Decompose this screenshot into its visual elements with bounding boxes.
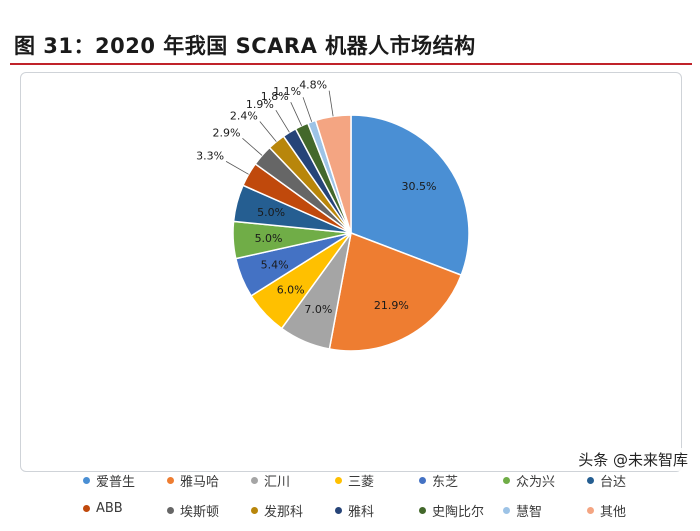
- legend-label: 爱普生: [96, 475, 136, 490]
- slice-data-label: 4.8%: [299, 79, 327, 92]
- legend-swatch: [251, 477, 258, 484]
- legend-item: 三菱: [335, 471, 374, 490]
- legend-label: 三菱: [348, 475, 375, 490]
- legend-item: 慧智: [503, 501, 542, 520]
- slice-data-label: 5.4%: [261, 258, 289, 271]
- legend-label: 汇川: [264, 475, 291, 490]
- legend-swatch: [251, 507, 258, 514]
- legend-swatch: [167, 477, 174, 484]
- legend-item: 其他: [587, 501, 626, 520]
- legend-label: 其他: [600, 505, 627, 520]
- slice-leader-line: [328, 90, 334, 117]
- slice-leader-line: [275, 109, 290, 133]
- legend-item: 埃斯顿: [167, 501, 219, 520]
- slice-leader-line: [290, 102, 303, 126]
- legend-item: 史陶比尔: [419, 501, 484, 520]
- legend-swatch: [335, 507, 342, 514]
- slice-data-label: 1.8%: [261, 90, 289, 103]
- legend-item: 发那科: [251, 501, 303, 520]
- slice-data-label: 21.9%: [374, 299, 409, 312]
- pie-slice: [328, 231, 463, 352]
- chart-title: 图 31：2020 年我国 SCARA 机器人市场结构: [14, 34, 476, 58]
- legend-swatch: [503, 477, 510, 484]
- legend-item: 雅马哈: [167, 471, 219, 490]
- legend-item: 爱普生: [83, 471, 135, 490]
- legend-swatch: [83, 505, 90, 512]
- pie-chart: 30.5% 21.9% 7.0% 6.0% 5.4% 5.0% 5.0% 3.3% 2.9% 2.…: [196, 79, 470, 352]
- slice-data-label: 5.0%: [255, 232, 283, 245]
- legend-label: 台达: [600, 475, 627, 490]
- legend-item: 汇川: [251, 471, 290, 490]
- slice-leader-line: [259, 121, 277, 142]
- chart-frame: 30.5% 21.9% 7.0% 6.0% 5.4% 5.0% 5.0% 3.3% 2.9% 2.…: [20, 72, 682, 520]
- chart-legend: 爱普生 雅马哈 汇川 三菱 东芝 众为兴 台达 ABB 埃斯顿 发那科 雅科 史陶比尔 慧智 其他: [83, 471, 683, 531]
- title-divider: [10, 63, 692, 65]
- slice-data-label: 3.3%: [196, 149, 224, 162]
- slice-data-label: 1.1%: [273, 85, 301, 98]
- legend-label: 雅马哈: [180, 475, 220, 490]
- legend-swatch: [419, 507, 426, 514]
- slice-data-label: 1.9%: [246, 98, 274, 111]
- slice-data-label: 30.5%: [402, 180, 437, 193]
- legend-label: 慧智: [516, 505, 543, 520]
- slice-data-label: 2.9%: [213, 126, 241, 139]
- legend-item: ABB: [83, 501, 123, 516]
- legend-item: 众为兴: [503, 471, 555, 490]
- legend-swatch: [335, 477, 342, 484]
- legend-swatch: [503, 507, 510, 514]
- legend-item: 台达: [587, 471, 626, 490]
- legend-swatch: [419, 477, 426, 484]
- legend-label: 东芝: [432, 475, 459, 490]
- legend-swatch: [587, 507, 594, 514]
- slice-leader-line: [225, 161, 249, 175]
- pie-slice: [350, 114, 470, 277]
- pie-slice: [314, 114, 352, 234]
- legend-item: 雅科: [335, 501, 374, 520]
- legend-label: 埃斯顿: [180, 505, 220, 520]
- legend-label: 雅科: [348, 505, 375, 520]
- slice-data-label: 5.0%: [257, 206, 285, 219]
- legend-label: 史陶比尔: [432, 505, 485, 520]
- legend-item: 东芝: [419, 471, 458, 490]
- legend-label: 发那科: [264, 505, 304, 520]
- slice-data-label: 7.0%: [304, 303, 332, 316]
- slice-data-label: 2.4%: [230, 110, 258, 123]
- legend-swatch: [587, 477, 594, 484]
- legend-swatch: [167, 507, 174, 514]
- watermark: 头条 @未来智库: [574, 448, 692, 471]
- slice-leader-line: [302, 97, 313, 122]
- legend-swatch: [83, 477, 90, 484]
- legend-label: ABB: [96, 501, 123, 516]
- legend-label: 众为兴: [516, 475, 556, 490]
- slice-data-label: 6.0%: [277, 283, 305, 296]
- slice-leader-line: [242, 138, 263, 156]
